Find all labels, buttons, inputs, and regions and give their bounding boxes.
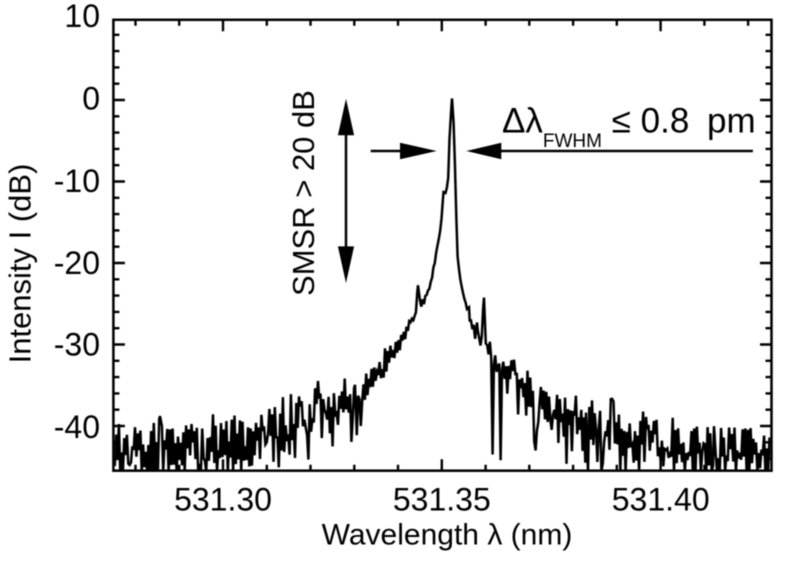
- svg-text:10: 10: [64, 0, 100, 34]
- svg-text:-10: -10: [54, 163, 100, 199]
- svg-text:-40: -40: [54, 409, 100, 445]
- svg-text:531.30: 531.30: [174, 482, 272, 518]
- svg-text:-30: -30: [54, 327, 100, 363]
- svg-text:531.35: 531.35: [393, 482, 491, 518]
- svg-text:531.40: 531.40: [612, 482, 710, 518]
- svg-text:Wavelength λ (nm): Wavelength λ (nm): [322, 519, 573, 552]
- svg-text:-20: -20: [54, 245, 100, 281]
- svg-text:0: 0: [82, 81, 100, 117]
- svg-text:Intensity I (dB): Intensity I (dB): [3, 164, 38, 364]
- svg-text:SMSR > 20 dB: SMSR > 20 dB: [286, 90, 321, 296]
